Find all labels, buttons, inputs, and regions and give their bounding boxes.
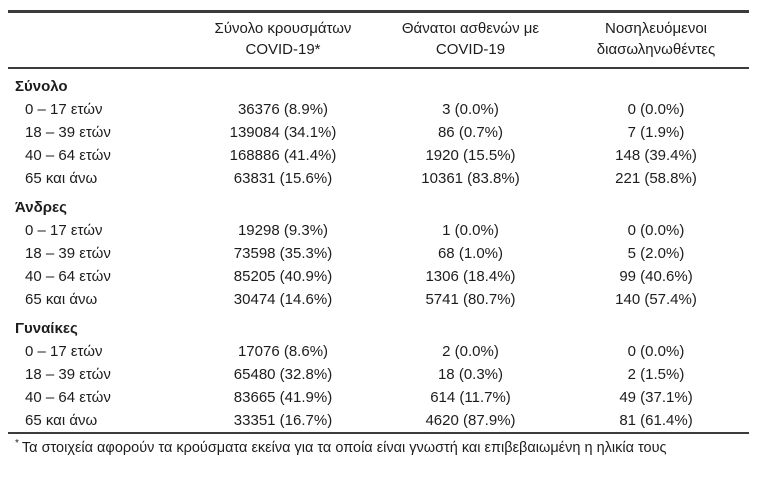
covid-age-distribution-table: Σύνολο κρουσμάτων COVID-19* Θάνατοι ασθε… [8,10,749,458]
deaths-cell: 614 (11.7%) [430,389,511,406]
column-header-intubated: Νοσηλευόμενοι διασωληνωθέντες [563,11,749,69]
intubated-cell: 140 (57.4%) [615,291,697,308]
table-row: 18 – 39 ετών 139084 (34.1%) 86 (0.7%) 7 (1.… [8,121,749,144]
cases-cell: 73598 (35.3%) [233,245,333,262]
deaths-cell: 2 (0.0%) [442,343,499,360]
table-row: 0 – 17 ετών 19298 (9.3%) 1 (0.0%) 0 (0.0%) [8,219,749,242]
table-row: 18 – 39 ετών 65480 (32.8%) 18 (0.3%) 2 (1.5… [8,363,749,386]
table-row: 0 – 17 ετών 36376 (8.9%) 3 (0.0%) 0 (0.0%) [8,98,749,121]
table-row: 40 – 64 ετών 85205 (40.9%) 1306 (18.4%) 99 … [8,265,749,288]
table-body: Σύνολο 0 – 17 ετών 36376 (8.9%) 3 (0.0%) 0 (… [8,68,749,433]
age-group-label: 18 – 39 ετών [25,245,111,262]
deaths-cell: 3 (0.0%) [442,101,499,118]
cases-cell: 168886 (41.4%) [229,147,337,164]
intubated-cell: 148 (39.4%) [615,147,697,164]
table-row: 65 και άνω 30474 (14.6%) 5741 (80.7%) 140 (… [8,288,749,311]
column-header-intubated-line2: διασωληνωθέντες [596,41,716,58]
column-header-cases-line1: Σύνολο κρουσμάτων [214,20,352,37]
deaths-cell: 1306 (18.4%) [425,268,516,285]
deaths-cell: 18 (0.3%) [437,366,504,383]
cases-cell: 83665 (41.9%) [233,389,333,406]
age-group-label: 0 – 17 ετών [25,343,103,360]
header-row: Σύνολο κρουσμάτων COVID-19* Θάνατοι ασθε… [8,11,749,69]
age-group-label: 40 – 64 ετών [25,389,111,406]
footnote: * Τα στοιχεία αφορούν τα κρούσματα εκείνα… [15,439,741,458]
table-row: 65 και άνω 33351 (16.7%) 4620 (87.9%) 81 (6… [8,409,749,433]
age-group-label: 18 – 39 ετών [25,124,111,141]
cases-cell: 139084 (34.1%) [229,124,337,141]
table-header: Σύνολο κρουσμάτων COVID-19* Θάνατοι ασθε… [8,11,749,69]
intubated-cell: 49 (37.1%) [619,389,693,406]
table-row: 65 και άνω 63831 (15.6%) 10361 (83.8%) 221 … [8,167,749,190]
cases-cell: 36376 (8.9%) [237,101,329,118]
intubated-cell: 0 (0.0%) [627,343,685,360]
intubated-cell: 81 (61.4%) [619,412,693,429]
intubated-cell: 2 (1.5%) [627,366,685,383]
section-title: Σύνολο [15,78,68,95]
age-group-label: 0 – 17 ετών [25,101,103,118]
intubated-cell: 5 (2.0%) [627,245,685,262]
statistics-table: Σύνολο κρουσμάτων COVID-19* Θάνατοι ασθε… [8,10,749,434]
table-row: 40 – 64 ετών 168886 (41.4%) 1920 (15.5%) 14… [8,144,749,167]
section-header-row: Σύνολο [8,68,749,98]
table-row: 18 – 39 ετών 73598 (35.3%) 68 (1.0%) 5 (2.0… [8,242,749,265]
deaths-cell: 68 (1.0%) [437,245,504,262]
footnote-marker: * [15,438,19,450]
age-group-label: 65 και άνω [25,170,98,187]
age-group-label: 40 – 64 ετών [25,268,111,285]
footnote-text: Τα στοιχεία αφορούν τα κρούσματα εκείνα … [21,440,667,456]
column-header-cases: Σύνολο κρουσμάτων COVID-19* [188,11,378,69]
cases-cell: 65480 (32.8%) [233,366,333,383]
intubated-cell: 7 (1.9%) [627,124,685,141]
cases-cell: 63831 (15.6%) [233,170,333,187]
age-group-label: 65 και άνω [25,412,98,429]
deaths-cell: 4620 (87.9%) [425,412,516,429]
age-group-label: 18 – 39 ετών [25,366,111,383]
section-title: Γυναίκες [15,320,78,337]
age-group-label: 40 – 64 ετών [25,147,111,164]
column-header-deaths-line1: Θάνατοι ασθενών με [401,20,540,37]
cases-cell: 17076 (8.6%) [237,343,329,360]
table-row: 40 – 64 ετών 83665 (41.9%) 614 (11.7%) 49 (… [8,386,749,409]
table-row: 0 – 17 ετών 17076 (8.6%) 2 (0.0%) 0 (0.0%) [8,340,749,363]
deaths-cell: 10361 (83.8%) [421,170,520,187]
section-header-row: Άνδρες [8,190,749,219]
column-header-deaths: Θάνατοι ασθενών με COVID-19 [378,11,563,69]
section-title: Άνδρες [15,199,67,216]
intubated-cell: 221 (58.8%) [615,170,697,187]
cases-cell: 19298 (9.3%) [237,222,329,239]
intubated-cell: 99 (40.6%) [619,268,693,285]
section-header-row: Γυναίκες [8,311,749,340]
cases-cell: 33351 (16.7%) [233,412,333,429]
intubated-cell: 0 (0.0%) [627,101,685,118]
age-group-label: 0 – 17 ετών [25,222,103,239]
column-header-intubated-line1: Νοσηλευόμενοι [604,20,707,37]
deaths-cell: 1 (0.0%) [442,222,499,239]
deaths-cell: 86 (0.7%) [437,124,504,141]
column-header-empty [8,11,188,69]
age-group-label: 65 και άνω [25,291,98,308]
deaths-cell: 5741 (80.7%) [425,291,516,308]
column-header-deaths-line2: COVID-19 [435,41,506,58]
cases-cell: 85205 (40.9%) [233,268,333,285]
deaths-cell: 1920 (15.5%) [425,147,516,164]
intubated-cell: 0 (0.0%) [627,222,685,239]
column-header-cases-line2: COVID-19* [245,41,321,58]
cases-cell: 30474 (14.6%) [233,291,333,308]
